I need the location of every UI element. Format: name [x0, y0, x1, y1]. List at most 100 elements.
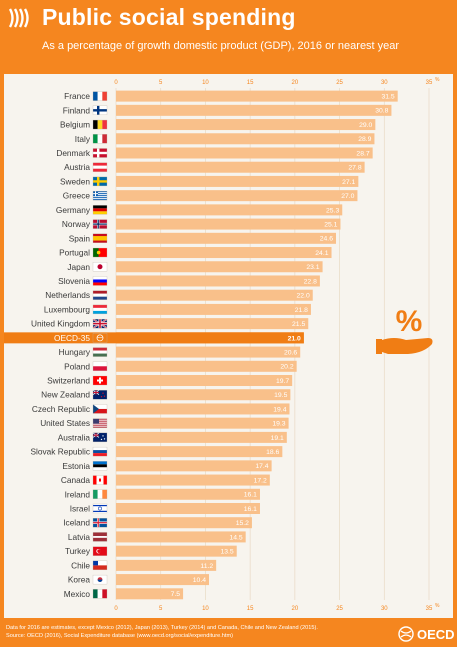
tick-label-bottom: 25	[336, 606, 343, 612]
value-label: 16.1	[244, 506, 257, 513]
value-label: 15.2	[236, 520, 249, 527]
category-label: Germany	[56, 205, 91, 215]
category-label: Korea	[68, 575, 91, 585]
category-label: Ireland	[65, 489, 91, 499]
bar-portugal	[116, 247, 332, 259]
flag-pl-icon	[92, 361, 108, 371]
value-label: 18.6	[266, 449, 279, 456]
flag-lu-icon	[92, 304, 108, 315]
percent-hand-icon: %	[376, 305, 433, 354]
flag-ie-icon	[92, 489, 108, 499]
category-label: Estonia	[62, 461, 90, 471]
bar-greece	[116, 190, 358, 202]
bar-chile	[116, 559, 217, 571]
flag-nz-icon	[92, 389, 108, 400]
flag-au-icon	[92, 432, 108, 443]
value-label: 25.1	[324, 221, 337, 228]
flag-sk-icon	[92, 446, 108, 457]
bar-turkey	[116, 545, 237, 557]
value-label: 10.4	[193, 577, 206, 584]
flag-gb-icon	[92, 318, 108, 329]
oecd-logo-icon	[8, 8, 29, 28]
tick-label-bottom: 5	[159, 606, 163, 612]
value-label: 17.4	[255, 463, 268, 470]
category-label: Chile	[71, 560, 90, 570]
category-label: Mexico	[64, 589, 91, 599]
value-label: 19.5	[274, 392, 287, 399]
value-label: 22.8	[304, 278, 317, 285]
category-label: Israel	[70, 503, 90, 513]
category-label: Belgium	[60, 120, 90, 130]
value-label: 21.5	[292, 321, 305, 328]
value-label: 14.5	[229, 534, 242, 541]
flag-pt-icon	[92, 247, 108, 258]
bar-spain	[116, 232, 336, 244]
page-subtitle: As a percentage of growth domestic produ…	[42, 40, 400, 52]
value-label: 16.1	[244, 492, 257, 499]
bar-australia	[116, 431, 287, 443]
tick-label-bottom: 10	[202, 606, 209, 612]
tick-label-bottom: 0	[114, 606, 118, 612]
category-label: Spain	[69, 233, 91, 243]
tick-label-top: 20	[292, 80, 299, 86]
flag-cl-icon	[92, 560, 108, 571]
bar-united-states	[116, 417, 289, 429]
tick-label-top: 30	[381, 80, 388, 86]
flag-hu-icon	[92, 347, 108, 357]
tick-label-top: 5	[159, 80, 163, 86]
tick-label-top: 0	[114, 80, 118, 86]
category-label: Denmark	[56, 148, 91, 158]
bar-united-kingdom	[116, 318, 309, 330]
oecd-brand: OECD	[398, 625, 455, 643]
value-label: 28.7	[356, 150, 369, 157]
bar-switzerland	[116, 375, 293, 387]
value-label: 21.0	[288, 335, 301, 342]
category-label: Latvia	[68, 532, 91, 542]
category-label: Iceland	[63, 518, 90, 528]
value-label: 27.8	[348, 165, 361, 172]
category-label: Greece	[63, 191, 91, 201]
value-label: 21.8	[295, 307, 308, 314]
bar-poland	[116, 360, 297, 372]
bar-czech-republic	[116, 403, 290, 415]
flag-mx-icon	[92, 589, 108, 599]
bar-belgium	[116, 119, 376, 131]
flag-es-icon	[92, 233, 108, 243]
unit-label-bottom: %	[435, 603, 440, 609]
bar-israel	[116, 502, 260, 514]
flag-cz-icon	[92, 404, 108, 414]
category-label: Australia	[58, 432, 91, 442]
tick-label-top: 25	[336, 80, 343, 86]
value-label: 7.5	[171, 591, 181, 598]
bar-japan	[116, 261, 323, 273]
bar-finland	[116, 104, 392, 116]
category-label: Norway	[62, 219, 91, 229]
category-label: Canada	[61, 475, 90, 485]
value-label: 19.7	[276, 378, 289, 385]
category-label: OECD-35	[54, 333, 90, 343]
value-label: 25.3	[326, 207, 339, 214]
unit-label-top: %	[435, 77, 440, 83]
tick-label-top: 15	[247, 80, 254, 86]
bar-slovak-republic	[116, 446, 283, 458]
tick-label-bottom: 15	[247, 606, 254, 612]
flag-dk-icon	[92, 148, 108, 158]
category-label: United States	[40, 418, 90, 428]
value-label: 28.9	[358, 136, 371, 143]
flag-kr-icon	[92, 574, 108, 585]
category-label: New Zealand	[41, 390, 90, 400]
bar-hungary	[116, 346, 301, 358]
category-label: Sweden	[60, 176, 90, 186]
flag-jp-icon	[92, 262, 108, 272]
value-label: 11.2	[200, 563, 213, 570]
bar-germany	[116, 204, 343, 216]
category-label: Japan	[67, 262, 90, 272]
value-label: 19.3	[272, 421, 285, 428]
flag-us-icon	[92, 418, 108, 428]
category-label: Turkey	[65, 546, 91, 556]
flag-ch-icon	[92, 375, 108, 386]
bar-italy	[116, 133, 375, 145]
category-label: Netherlands	[45, 290, 90, 300]
bar-latvia	[116, 531, 246, 543]
bar-slovenia	[116, 275, 320, 287]
